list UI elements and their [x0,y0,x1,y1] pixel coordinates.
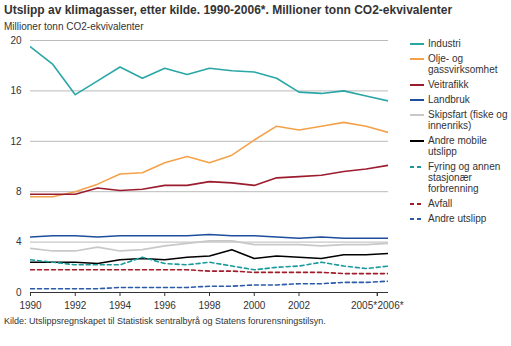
svg-text:2000: 2000 [243,300,266,311]
html-text:Millioner tonn CO2-ekvivalente: Millioner tonn CO2-ekvivalenter [4,21,144,32]
html-text:Industri: Industri [428,38,461,49]
svg-text:4: 4 [16,236,22,247]
html-text:Olje- og gassvirksomhet: Olje- og gassvirksomhet [428,53,498,75]
svg-text:1992: 1992 [64,300,87,311]
svg-text:2002: 2002 [288,300,311,311]
html-text:Utslipp av klimagasser, etter: Utslipp av klimagasser, etter kilde. 199… [4,3,453,17]
html-text:Kilde: Utslippsregnskapet til: Kilde: Utslippsregnskapet til Statistisk… [4,316,326,326]
svg-text:8: 8 [16,186,22,197]
svg-text:1994: 1994 [109,300,132,311]
svg-text:12: 12 [10,136,22,147]
html-text:Skipsfart (fiske og innenriks): Skipsfart (fiske og innenriks) [428,109,508,131]
svg-text:1996: 1996 [154,300,177,311]
svg-text:0: 0 [16,287,22,298]
html-text:Veitrafikk: Veitrafikk [428,79,469,90]
svg-text:2006*: 2006* [378,300,404,311]
svg-text:1990: 1990 [19,300,42,311]
svg-text:16: 16 [10,85,22,96]
html-text:Fyring og annen stasjonær forb: Fyring og annen stasjonær forbrenning [428,161,501,194]
html-text:Andre mobile utslipp: Andre mobile utslipp [428,135,487,157]
svg-text:1998: 1998 [198,300,221,311]
html-text:Avfall: Avfall [428,198,453,209]
svg-text:20: 20 [10,35,22,46]
html-text:Landbruk: Landbruk [428,94,470,105]
svg-text:2005*: 2005* [351,300,377,311]
html-text:Andre utslipp: Andre utslipp [428,213,487,224]
